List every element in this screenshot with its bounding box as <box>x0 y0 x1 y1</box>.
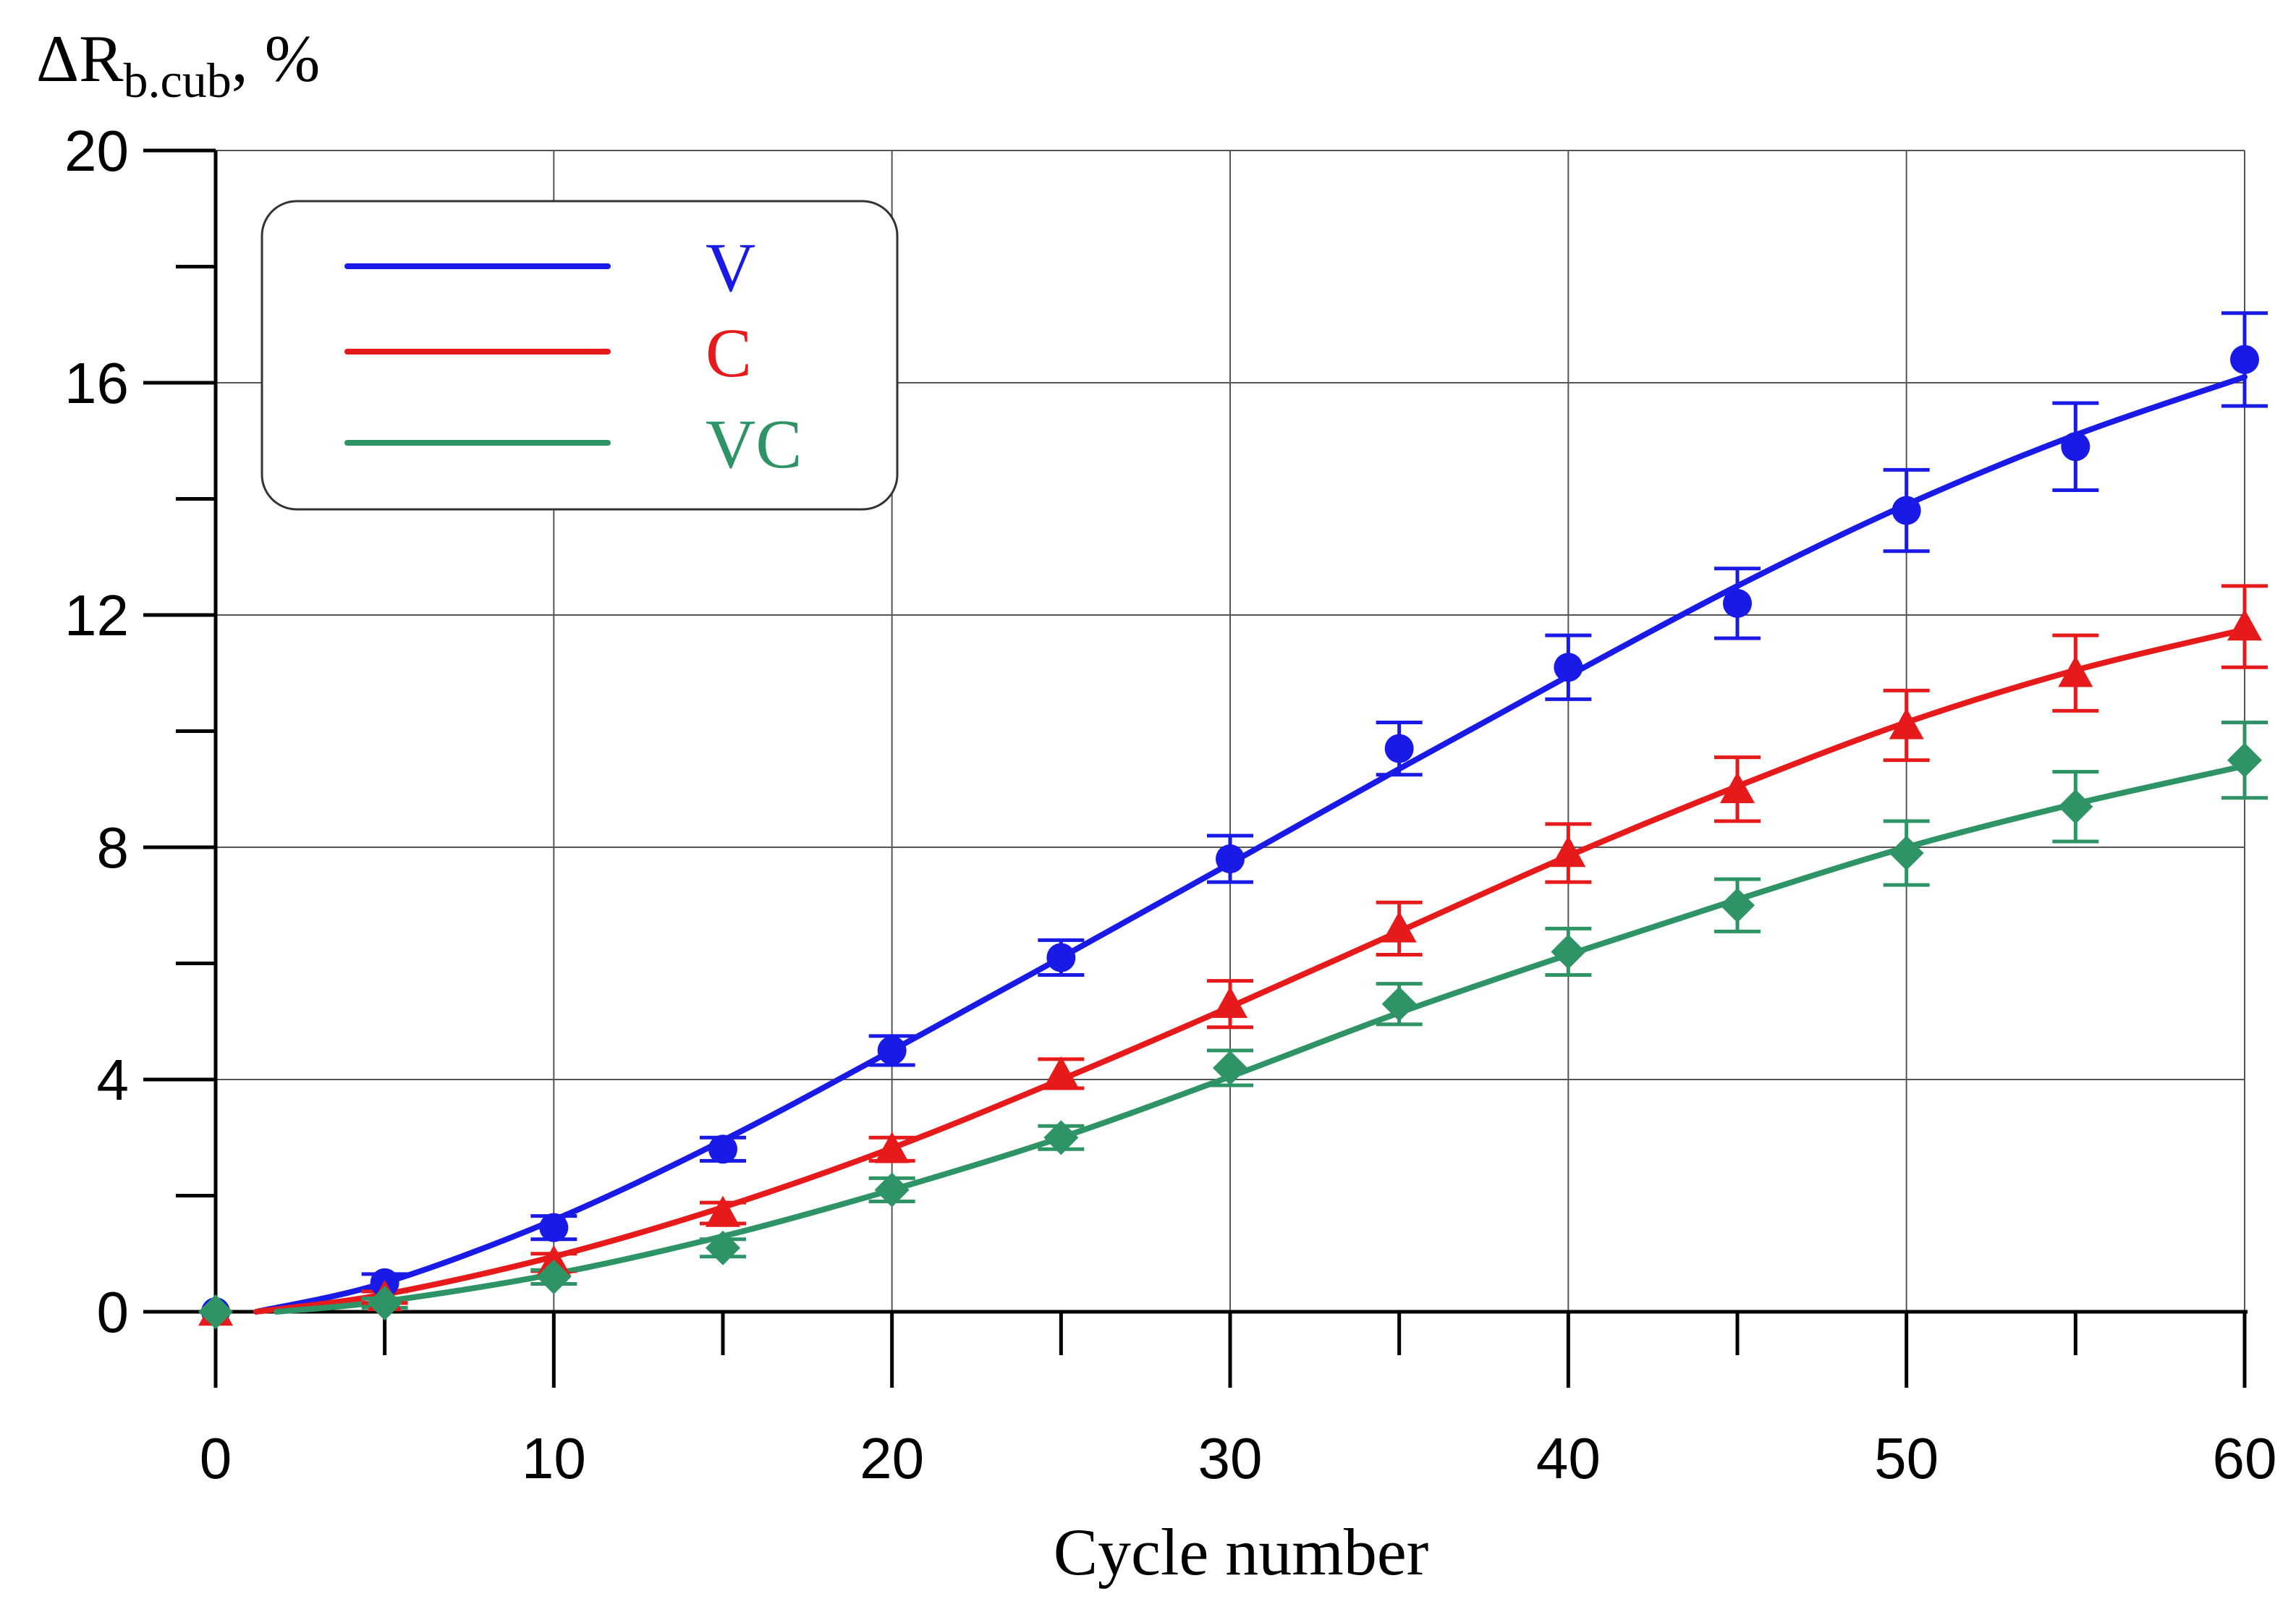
point-vc-5 <box>367 1285 402 1320</box>
point-v-35 <box>1384 734 1414 763</box>
point-vc-50 <box>1889 836 1924 871</box>
point-v-40 <box>1554 653 1583 682</box>
point-vc-35 <box>1381 986 1417 1022</box>
x-tick-label-30: 30 <box>1198 1426 1263 1490</box>
x-tick-label-50: 50 <box>1874 1426 1939 1490</box>
point-vc-45 <box>1720 888 1755 923</box>
point-v-50 <box>1892 496 1921 525</box>
ticks: 0 10 20 30 40 50 60 0 4 8 12 16 20 <box>64 119 2276 1490</box>
y-tick-label-12: 12 <box>64 583 129 648</box>
legend-entries: VC VC <box>344 229 802 483</box>
x-tick-label-60: 60 <box>2213 1426 2277 1490</box>
legend: VC VC <box>260 200 899 511</box>
point-v-30 <box>1216 844 1245 874</box>
point-c-30 <box>1213 986 1247 1018</box>
point-v-20 <box>877 1035 907 1065</box>
legend-label-c: C <box>706 314 752 391</box>
legend-item-c: C <box>344 314 752 391</box>
y-axis-title-subscript: b.cub <box>124 53 232 108</box>
data-markers <box>198 344 2262 1329</box>
legend-item-v: V <box>344 229 755 306</box>
point-v-10 <box>539 1213 569 1242</box>
point-vc-40 <box>1551 934 1586 970</box>
x-axis-title: Cycle number <box>1054 1515 1429 1589</box>
x-tick-label-20: 20 <box>860 1426 924 1490</box>
legend-label-v: V <box>706 229 755 306</box>
point-v-25 <box>1046 943 1076 972</box>
legend-label-vc: VC <box>706 405 802 483</box>
y-axis-title: ΔRb.cub, % <box>36 22 320 108</box>
point-c-25 <box>1043 1056 1079 1088</box>
point-c-35 <box>1381 911 1417 943</box>
point-vc-30 <box>1213 1050 1247 1085</box>
point-vc-25 <box>1043 1120 1079 1155</box>
y-tick-label-4: 4 <box>97 1048 130 1112</box>
legend-box <box>260 200 899 511</box>
y-tick-label-8: 8 <box>97 815 130 880</box>
x-tick-label-0: 0 <box>200 1426 232 1490</box>
point-vc-0 <box>198 1294 233 1329</box>
y-tick-label-16: 16 <box>64 351 129 415</box>
point-v-45 <box>1723 588 1752 618</box>
point-c-40 <box>1551 836 1586 868</box>
y-tick-label-0: 0 <box>97 1280 130 1344</box>
point-vc-55 <box>2058 789 2093 824</box>
point-vc-10 <box>536 1259 572 1294</box>
y-tick-label-20: 20 <box>64 119 129 183</box>
point-v-15 <box>708 1135 737 1164</box>
y-axis-title-suffix: , % <box>232 22 321 96</box>
point-vc-60 <box>2227 742 2262 778</box>
x-tick-label-10: 10 <box>522 1426 586 1490</box>
point-v-60 <box>2230 344 2259 374</box>
point-c-15 <box>706 1195 740 1227</box>
point-c-20 <box>874 1132 910 1163</box>
point-c-45 <box>1720 771 1755 803</box>
x-tick-label-40: 40 <box>1536 1426 1601 1490</box>
point-v-55 <box>2061 432 2090 462</box>
point-c-55 <box>2058 656 2093 687</box>
point-vc-15 <box>706 1230 740 1265</box>
y-axis-title-main: ΔR <box>36 22 124 96</box>
point-c-60 <box>2227 609 2262 641</box>
legend-item-vc: VC <box>344 405 802 483</box>
point-c-50 <box>1889 708 1924 739</box>
point-vc-20 <box>874 1172 910 1208</box>
